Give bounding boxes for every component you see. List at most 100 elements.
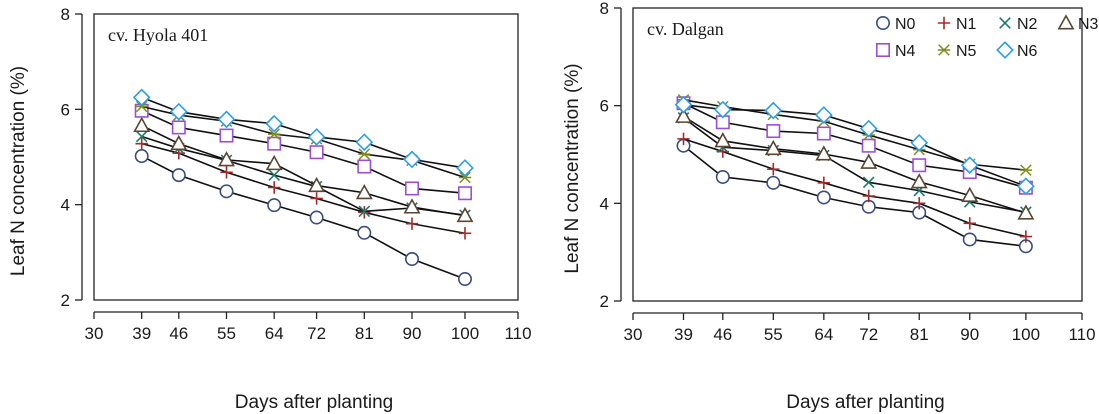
legend-label-n5: N5	[956, 43, 977, 60]
data-point-n0	[171, 168, 186, 183]
data-point-n6	[713, 100, 732, 119]
data-point-n4	[404, 181, 419, 196]
legend-marker-n4	[875, 42, 890, 57]
data-point-n3	[218, 151, 235, 167]
legend-label-n2: N2	[1017, 16, 1038, 33]
data-point-n0	[816, 190, 831, 205]
x-tick-label: 110	[1068, 325, 1095, 344]
series-n0	[134, 149, 472, 287]
x-tick-label: 100	[1012, 325, 1040, 344]
data-point-n1	[135, 137, 148, 150]
data-point-n3	[860, 153, 878, 169]
legend-marker-n1	[937, 16, 951, 30]
series-line-n1	[683, 138, 1027, 238]
data-point-n0	[457, 272, 472, 287]
data-point-n5	[358, 148, 371, 160]
data-point-n6	[1016, 177, 1035, 196]
panel-title: cv. Dalgan	[647, 19, 724, 39]
series-line-n6	[141, 96, 466, 169]
x-tick-label: 30	[85, 324, 104, 343]
data-point-n6	[265, 114, 284, 133]
data-point-n3	[170, 134, 188, 151]
series-n5	[677, 94, 1033, 176]
x-tick-label: 100	[451, 324, 479, 343]
y-tick-label: 8	[61, 5, 70, 24]
data-point-n6	[764, 101, 783, 120]
y-tick-label: 4	[61, 196, 70, 215]
x-tick-label: 46	[169, 324, 188, 343]
data-point-n4	[267, 136, 282, 151]
x-axis-title: Days after planting	[786, 392, 944, 413]
data-point-n0	[766, 175, 781, 190]
data-point-n3	[1017, 204, 1035, 220]
legend-marker-n0	[875, 15, 890, 30]
x-tick-label: 90	[960, 325, 979, 344]
data-point-n1	[405, 217, 419, 230]
series-line-n3	[683, 115, 1027, 214]
data-point-n6	[169, 102, 188, 121]
legend-marker-n5	[937, 44, 951, 56]
series-line-n1	[141, 142, 466, 235]
x-tick-label: 39	[132, 324, 151, 343]
data-point-n0	[309, 210, 324, 225]
data-point-n1	[767, 162, 780, 176]
data-point-n6	[910, 133, 929, 152]
data-point-n4	[912, 158, 927, 173]
data-point-n4	[766, 124, 781, 139]
data-point-n6	[814, 106, 833, 124]
series-n4	[134, 103, 472, 201]
data-point-n3	[764, 139, 782, 156]
series-n4	[676, 96, 1033, 195]
data-point-n3	[714, 132, 732, 148]
data-point-n0	[219, 184, 234, 199]
legend-label-n6: N6	[1017, 43, 1038, 60]
data-point-n0	[715, 169, 730, 184]
data-point-n3	[675, 107, 693, 123]
data-point-n3	[308, 176, 326, 193]
data-point-n4	[816, 126, 831, 141]
y-tick-label: 2	[61, 291, 70, 310]
data-point-n3	[910, 173, 928, 189]
data-point-n1	[458, 227, 472, 240]
data-point-n3	[815, 145, 833, 161]
data-point-n4	[457, 186, 472, 201]
data-point-n3	[265, 154, 283, 171]
data-point-n5	[268, 128, 281, 140]
x-tick-label: 39	[674, 325, 693, 344]
series-line-n4	[141, 110, 466, 195]
legend-label-n0: N0	[895, 16, 916, 33]
data-point-n3	[133, 116, 151, 133]
data-point-n1	[677, 132, 690, 146]
data-point-n6	[403, 150, 421, 169]
legend-marker-n3	[1057, 14, 1075, 30]
series-n2	[135, 130, 471, 221]
y-tick-label: 6	[600, 97, 609, 116]
data-point-n1	[963, 217, 976, 230]
x-tick-label: 81	[355, 324, 374, 343]
series-n3	[133, 116, 474, 223]
data-point-n0	[404, 252, 419, 267]
series-n6	[132, 88, 474, 177]
data-point-n3	[403, 198, 421, 214]
series-line-n2	[683, 117, 1027, 213]
series-n0	[676, 138, 1033, 254]
data-point-n6	[456, 159, 474, 177]
legend-label-n1: N1	[956, 16, 977, 33]
data-point-n6	[674, 95, 693, 114]
y-axis-title: Leaf N concentration (%)	[562, 63, 583, 273]
data-point-n2	[862, 176, 875, 189]
data-point-n4	[357, 159, 372, 174]
y-axis-title: Leaf N concentration (%)	[8, 66, 29, 276]
plot-frame	[632, 7, 1083, 302]
panel-title: cv. Hyola 401	[108, 25, 208, 45]
y-tick-label: 4	[600, 194, 609, 213]
x-tick-label: 81	[910, 325, 929, 344]
data-point-n3	[456, 206, 474, 223]
data-point-n5	[1019, 164, 1033, 176]
x-tick-label: 72	[307, 324, 326, 343]
data-point-n6	[217, 110, 236, 129]
y-tick-label: 8	[600, 0, 609, 18]
series-line-n5	[141, 105, 466, 179]
data-point-n0	[861, 199, 876, 214]
